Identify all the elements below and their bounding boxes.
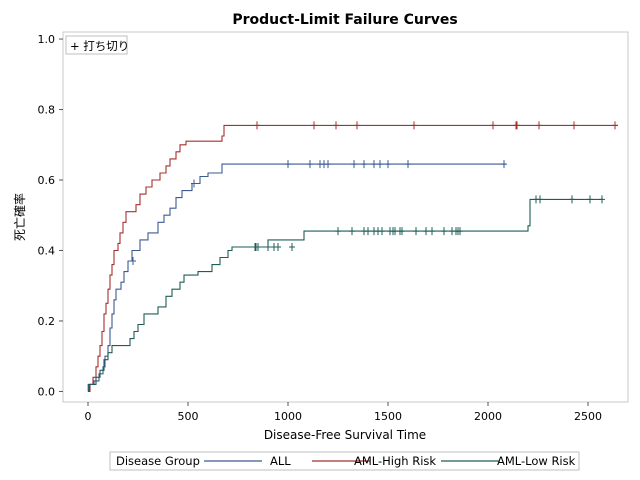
censor-mark-aml-low-risk — [289, 242, 295, 251]
legend-label-aml-low-risk: AML-Low Risk — [497, 454, 576, 468]
censor-mark-aml-low-risk — [365, 227, 371, 236]
censor-mark-aml-low-risk — [429, 227, 435, 236]
censor-mark-all — [351, 160, 357, 169]
censor-mark-aml-high-risk — [571, 121, 577, 130]
x-tick-label: 500 — [178, 410, 199, 423]
curve-aml-low-risk — [88, 198, 603, 392]
censor-mark-aml-low-risk — [537, 195, 543, 204]
legend: Disease Group ALL AML-High Risk AML-Low Ri… — [109, 451, 580, 471]
censor-mark-all — [285, 160, 291, 169]
censor-mark-all — [307, 160, 313, 169]
censor-mark-aml-high-risk — [354, 121, 360, 130]
y-tick-label: 0.0 — [38, 385, 56, 398]
y-tick-label: 0.6 — [38, 174, 56, 187]
censor-mark-aml-high-risk — [411, 121, 417, 130]
censor-mark-all — [371, 160, 377, 169]
censor-mark-all — [361, 160, 367, 169]
censor-inset-legend: + 打ち切り — [65, 35, 129, 55]
censor-mark-all — [325, 160, 331, 169]
censor-mark-aml-low-risk — [349, 227, 355, 236]
y-tick-label: 0.4 — [38, 244, 56, 257]
curves-layer — [87, 124, 618, 392]
y-tick-label: 1.0 — [38, 33, 56, 46]
x-tick-label: 0 — [85, 410, 92, 423]
y-tick-label: 0.8 — [38, 104, 56, 117]
y-axis: 0.0 0.2 0.4 0.6 0.8 1.0 — [38, 33, 63, 398]
censor-legend-label: + 打ち切り — [70, 39, 129, 53]
censor-mark-aml-low-risk — [265, 242, 271, 251]
censor-mark-aml-low-risk — [457, 227, 463, 236]
censor-mark-aml-high-risk — [612, 121, 618, 130]
censor-mark-aml-low-risk — [275, 242, 281, 251]
censor-mark-aml-low-risk — [441, 227, 447, 236]
legend-label-all: ALL — [270, 454, 291, 468]
censor-mark-all — [377, 160, 383, 169]
x-tick-label: 2000 — [474, 410, 502, 423]
censor-mark-all — [130, 257, 136, 266]
plot-frame — [62, 31, 629, 403]
legend-entries: ALL AML-High Risk AML-Low Risk — [204, 454, 576, 468]
censor-legend-box — [65, 35, 128, 55]
chart-title: Product-Limit Failure Curves — [232, 12, 457, 28]
censor-mark-aml-low-risk — [413, 227, 419, 236]
censor-mark-all — [385, 160, 391, 169]
y-axis-label: 死亡確率 — [12, 193, 27, 241]
censor-mark-aml-low-risk — [569, 195, 575, 204]
x-tick-label: 1000 — [274, 410, 302, 423]
x-axis: 0 500 1000 1500 2000 2500 — [85, 402, 602, 423]
censor-mark-aml-low-risk — [423, 227, 429, 236]
censor-mark-aml-high-risk — [536, 121, 542, 130]
censor-mark-aml-low-risk — [255, 242, 261, 251]
censor-mark-all — [405, 160, 411, 169]
censor-mark-aml-low-risk — [587, 195, 593, 204]
x-axis-label: Disease-Free Survival Time — [264, 428, 426, 442]
legend-label-aml-high-risk: AML-High Risk — [354, 454, 436, 468]
censor-mark-all — [191, 179, 197, 188]
censor-mark-aml-low-risk — [399, 227, 405, 236]
censor-mark-aml-low-risk — [335, 227, 341, 236]
x-tick-label: 1500 — [374, 410, 402, 423]
censor-mark-aml-high-risk — [490, 121, 496, 130]
x-tick-label: 2500 — [574, 410, 602, 423]
censor-mark-aml-high-risk — [333, 121, 339, 130]
censor-mark-aml-high-risk — [311, 121, 317, 130]
censor-mark-aml-low-risk — [599, 195, 605, 204]
censor-mark-aml-low-risk — [379, 227, 385, 236]
legend-title: Disease Group — [116, 454, 200, 468]
censor-mark-aml-high-risk — [514, 121, 520, 130]
y-tick-label: 0.2 — [38, 315, 56, 328]
censor-marks-layer — [130, 121, 618, 266]
censor-mark-aml-high-risk — [254, 121, 260, 130]
censor-mark-all — [501, 160, 507, 169]
curve-aml-high-risk — [88, 124, 618, 392]
